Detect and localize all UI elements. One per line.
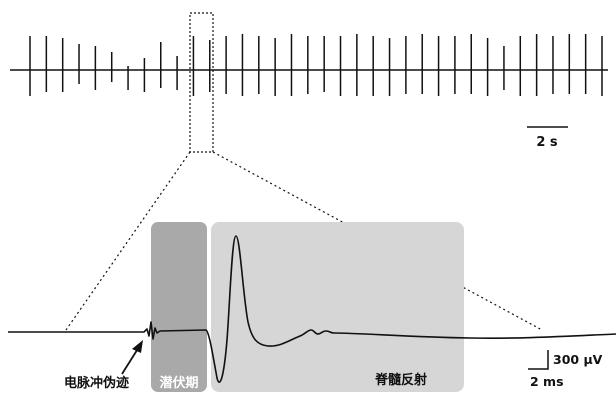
latency-label: 潜伏期 xyxy=(159,375,198,391)
artifact-arrow xyxy=(121,340,143,375)
bottom-scalebar: 300 μV 2 ms xyxy=(528,350,603,389)
artifact-label: 电脉冲伪迹 xyxy=(64,375,129,391)
top-continuous-trace xyxy=(10,34,608,96)
latency-period-region xyxy=(151,222,207,392)
time-scalebar-top-label: 2 s xyxy=(536,135,558,150)
projection-line-left xyxy=(65,151,191,331)
expanded-waveform xyxy=(8,235,616,383)
time-scalebar-top: 2 s xyxy=(527,126,568,150)
reflex-label: 脊髓反射 xyxy=(374,372,427,388)
time-scalebar-bottom-label: 2 ms xyxy=(530,374,564,389)
projection-line-right xyxy=(212,151,543,331)
zoom-selection-box xyxy=(189,12,214,153)
voltage-scalebar-label: 300 μV xyxy=(553,352,603,367)
spinal-reflex-region xyxy=(211,222,464,392)
